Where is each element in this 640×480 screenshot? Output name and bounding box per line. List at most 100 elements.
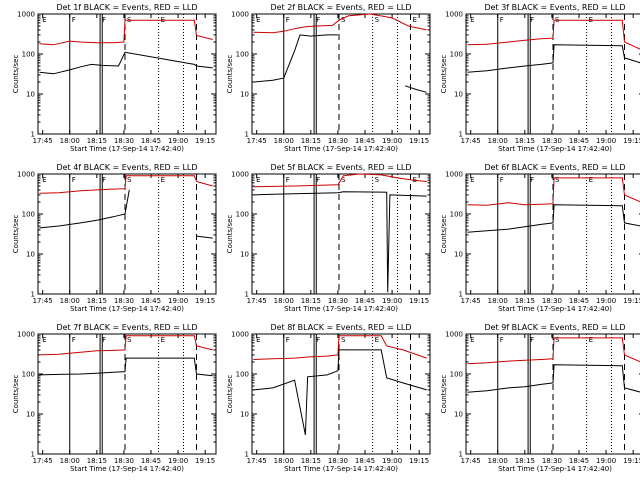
x-tick-label: 18:45 bbox=[355, 137, 375, 145]
plot-frame bbox=[465, 13, 640, 135]
x-tick-label: 18:15 bbox=[87, 457, 107, 465]
y-axis-label: Counts/sec bbox=[440, 215, 448, 254]
series-line-black bbox=[253, 34, 427, 93]
x-tick-label: 18:15 bbox=[301, 297, 321, 305]
event-marker-label: F bbox=[286, 176, 290, 184]
chart-title: Det 3f BLACK = Events, RED = LLD bbox=[484, 3, 625, 12]
y-tick-label: 100 bbox=[22, 51, 35, 59]
chart-panel-9: Det 9f BLACK = Events, RED = LLD 1 10 100 10… bbox=[440, 323, 640, 473]
event-marker-label: E bbox=[256, 16, 260, 24]
x-tick-label: 18:45 bbox=[569, 137, 589, 145]
series-line-red bbox=[39, 19, 213, 46]
x-tick-label: 19:15 bbox=[195, 457, 215, 465]
y-tick-label: 100 bbox=[236, 211, 249, 219]
y-tick-label: 10 bbox=[240, 251, 249, 259]
x-tick-label: 18:00 bbox=[274, 457, 294, 465]
series-line-red bbox=[467, 19, 640, 50]
x-tick-label: 19:00 bbox=[168, 137, 188, 145]
event-marker-label: S bbox=[375, 16, 380, 24]
x-tick-label: 18:30 bbox=[542, 457, 562, 465]
event-marker-label: E bbox=[256, 336, 260, 344]
x-tick-label: 18:30 bbox=[328, 137, 348, 145]
x-tick-label: 19:15 bbox=[409, 297, 429, 305]
chart-panel-1: Det 1f BLACK = Events, RED = LLD 1 10 100 10… bbox=[12, 3, 217, 153]
y-axis-label: Counts/sec bbox=[226, 375, 234, 414]
event-marker-label: F bbox=[316, 176, 320, 184]
chart-title: Det 7f BLACK = Events, RED = LLD bbox=[56, 323, 197, 332]
event-marker-label: F bbox=[316, 336, 320, 344]
event-marker-label: F bbox=[102, 16, 106, 24]
y-tick-label: 1 bbox=[459, 291, 463, 299]
y-axis-label: Counts/sec bbox=[226, 215, 234, 254]
plot-frame bbox=[37, 13, 217, 135]
event-marker-label: E bbox=[412, 16, 416, 24]
y-tick-label: 100 bbox=[450, 371, 463, 379]
series-line-black bbox=[253, 349, 427, 435]
series-line-red bbox=[467, 177, 640, 206]
chart-panel-2: Det 2f BLACK = Events, RED = LLD 1 10 100 10… bbox=[226, 3, 431, 153]
x-tick-label: 18:45 bbox=[569, 297, 589, 305]
plot-frame bbox=[465, 333, 640, 455]
y-tick-label: 100 bbox=[450, 51, 463, 59]
event-marker-label: S bbox=[555, 336, 560, 344]
event-marker-label: E bbox=[470, 336, 474, 344]
event-marker-label: F bbox=[500, 16, 504, 24]
x-axis-label: Start Time (17-Sep-14 17:42:40) bbox=[284, 305, 398, 313]
chart-title: Det 6f BLACK = Events, RED = LLD bbox=[484, 163, 625, 172]
x-tick-label: 19:15 bbox=[195, 297, 215, 305]
x-tick-label: 18:15 bbox=[301, 137, 321, 145]
y-tick-label: 1000 bbox=[445, 11, 463, 19]
x-tick-label: 18:45 bbox=[355, 297, 375, 305]
x-tick-label: 18:15 bbox=[87, 137, 107, 145]
y-tick-label: 1 bbox=[459, 451, 463, 459]
y-tick-label: 10 bbox=[454, 411, 463, 419]
x-tick-label: 18:15 bbox=[515, 137, 535, 145]
y-tick-label: 1 bbox=[31, 291, 35, 299]
series-line-black bbox=[253, 191, 427, 293]
chart-title: Det 2f BLACK = Events, RED = LLD bbox=[270, 3, 411, 12]
y-tick-label: 10 bbox=[454, 91, 463, 99]
x-axis-label: Start Time (17-Sep-14 17:42:40) bbox=[498, 465, 612, 473]
chart-title: Det 5f BLACK = Events, RED = LLD bbox=[270, 163, 411, 172]
y-axis-label: Counts/sec bbox=[226, 55, 234, 94]
y-axis-label: Counts/sec bbox=[440, 375, 448, 414]
chart-panel-7: Det 7f BLACK = Events, RED = LLD 1 10 100 10… bbox=[12, 323, 217, 473]
x-tick-label: 18:00 bbox=[274, 297, 294, 305]
y-tick-label: 1000 bbox=[17, 171, 35, 179]
x-tick-label: 18:00 bbox=[274, 137, 294, 145]
y-axis-label: Counts/sec bbox=[12, 375, 20, 414]
event-marker-label: F bbox=[316, 16, 320, 24]
event-marker-label: S bbox=[341, 336, 346, 344]
x-tick-label: 18:30 bbox=[114, 297, 134, 305]
x-tick-label: 18:45 bbox=[569, 457, 589, 465]
chart-title: Det 4f BLACK = Events, RED = LLD bbox=[56, 163, 197, 172]
y-tick-label: 10 bbox=[240, 411, 249, 419]
x-tick-label: 18:45 bbox=[141, 457, 161, 465]
event-marker-label: S bbox=[375, 176, 380, 184]
y-tick-label: 1 bbox=[245, 451, 249, 459]
y-tick-label: 100 bbox=[450, 211, 463, 219]
x-tick-label: 18:15 bbox=[87, 297, 107, 305]
plot-frame bbox=[465, 173, 640, 295]
event-marker-label: E bbox=[161, 336, 165, 344]
y-tick-label: 1000 bbox=[231, 171, 249, 179]
x-tick-label: 18:45 bbox=[355, 457, 375, 465]
plot-frame bbox=[37, 333, 217, 455]
chart-title: Det 1f BLACK = Events, RED = LLD bbox=[56, 3, 197, 12]
x-tick-label: 17:45 bbox=[247, 457, 267, 465]
event-marker-label: F bbox=[72, 336, 76, 344]
plot-frame bbox=[251, 173, 431, 295]
x-tick-label: 19:00 bbox=[382, 457, 402, 465]
x-tick-label: 19:15 bbox=[409, 457, 429, 465]
series-line-black bbox=[467, 44, 640, 73]
chart-panel-6: Det 6f BLACK = Events, RED = LLD 1 10 100 10… bbox=[440, 163, 640, 313]
event-marker-label: F bbox=[102, 336, 106, 344]
y-tick-label: 1 bbox=[245, 131, 249, 139]
y-tick-label: 1 bbox=[459, 131, 463, 139]
event-marker-label: F bbox=[530, 336, 534, 344]
y-tick-label: 100 bbox=[236, 51, 249, 59]
y-tick-label: 10 bbox=[26, 91, 35, 99]
x-tick-label: 19:15 bbox=[623, 457, 640, 465]
event-marker-label: E bbox=[470, 16, 474, 24]
